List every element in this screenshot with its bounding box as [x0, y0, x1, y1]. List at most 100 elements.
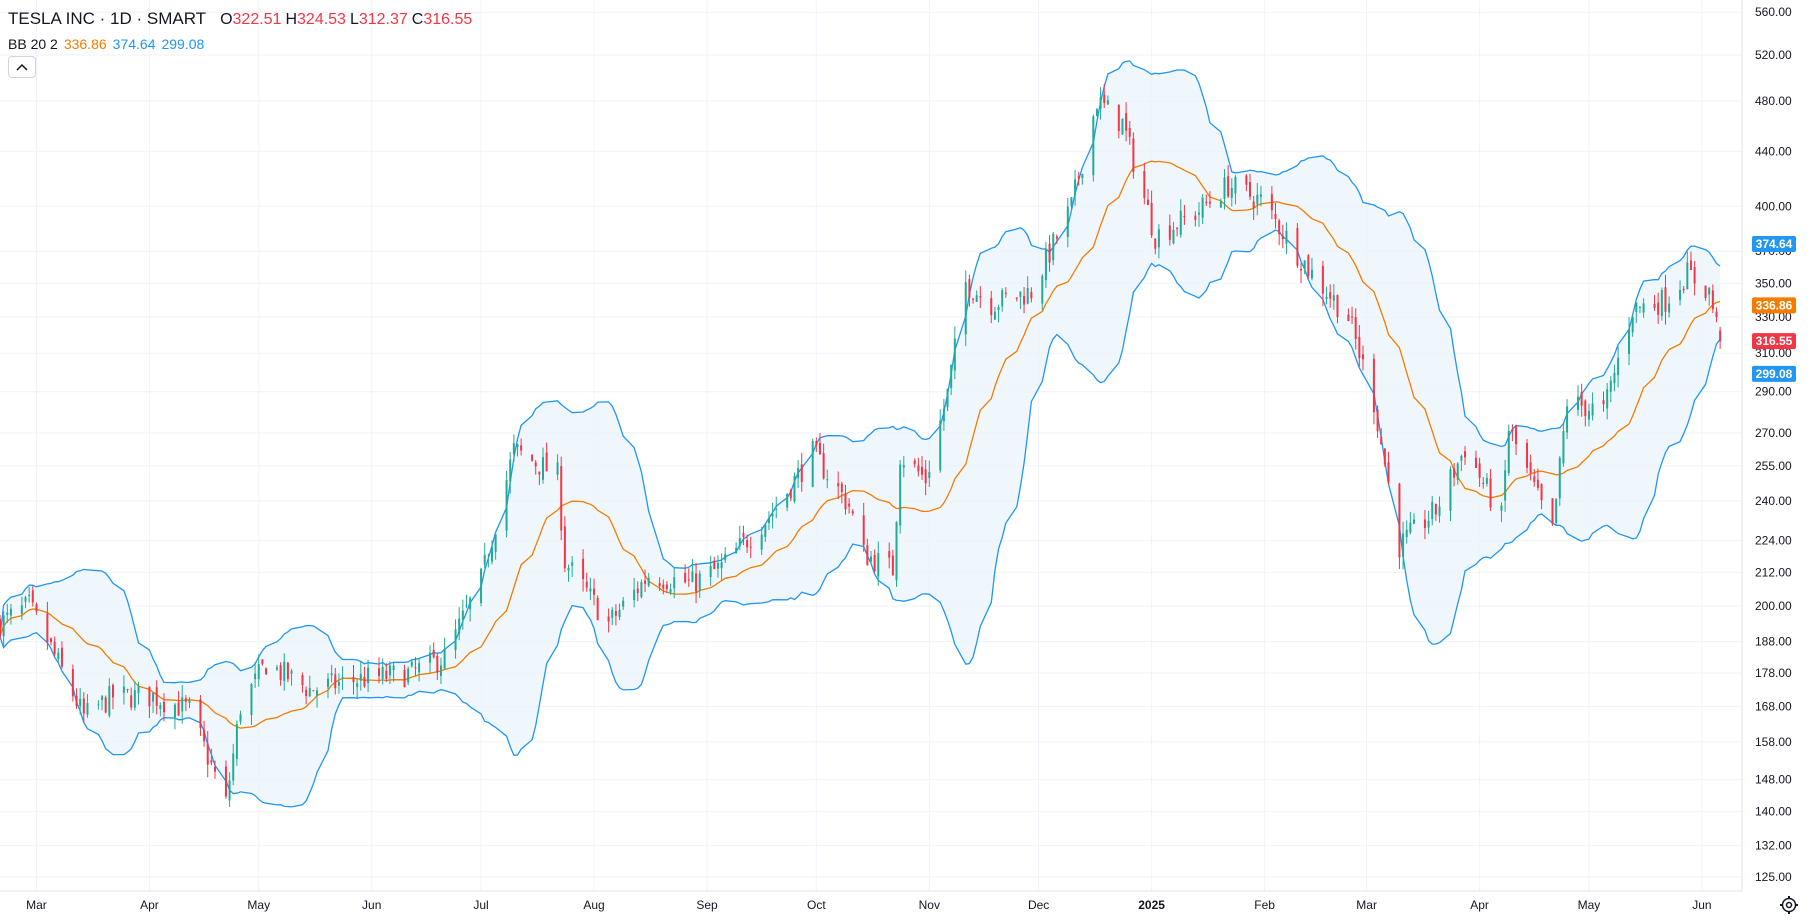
candle — [28, 586, 31, 603]
candle — [746, 534, 749, 553]
bb-upper-price-tag[interactable] — [1752, 236, 1796, 253]
candle — [862, 502, 865, 552]
candle — [563, 516, 566, 573]
candle — [159, 702, 162, 717]
candle — [1103, 84, 1106, 108]
candle — [607, 608, 610, 633]
candle — [1686, 251, 1689, 290]
candle — [1004, 287, 1007, 298]
candle — [942, 398, 945, 431]
time-axis[interactable] — [0, 891, 1813, 921]
last-close-price-tag[interactable] — [1752, 333, 1796, 350]
candle — [662, 579, 665, 595]
candle — [1219, 198, 1222, 209]
candle — [1048, 235, 1051, 272]
candle — [122, 675, 125, 705]
bb-basis-price-tag[interactable] — [1752, 297, 1796, 314]
gear-icon[interactable] — [1779, 895, 1799, 915]
candle — [1529, 454, 1532, 481]
bb-row[interactable]: BB 20 2 336.86 374.64 299.08 — [8, 33, 472, 55]
candle — [1183, 204, 1186, 225]
low-value: 312.37 — [358, 11, 408, 28]
candle — [177, 691, 180, 716]
candle — [60, 641, 63, 669]
bb-upper-price-text: 374.64 — [1756, 237, 1793, 251]
candle — [458, 607, 461, 641]
candle — [1587, 403, 1590, 427]
candle — [1525, 438, 1528, 474]
candle — [235, 720, 238, 766]
candle — [928, 460, 931, 488]
bb-lower-price-tag[interactable] — [1752, 365, 1796, 382]
candle — [1551, 498, 1554, 526]
candle — [968, 274, 971, 307]
low-key: L — [349, 11, 359, 28]
candle — [1664, 274, 1667, 325]
candle — [716, 555, 719, 578]
candle — [1402, 521, 1405, 570]
candle — [6, 603, 9, 624]
x-tick-label: Jun — [1692, 898, 1711, 912]
candle — [818, 433, 821, 455]
candle — [771, 502, 774, 529]
candle — [1092, 114, 1095, 182]
candle — [1296, 223, 1299, 269]
candle — [385, 663, 388, 682]
y-tick-label: 148.00 — [1755, 773, 1792, 787]
candle — [104, 695, 107, 714]
collapse-legend-button[interactable] — [8, 56, 36, 78]
candle — [126, 688, 129, 693]
candle — [1223, 169, 1226, 210]
candle — [505, 470, 508, 538]
y-tick-label: 290.00 — [1755, 385, 1792, 399]
candle — [826, 469, 829, 489]
candle — [1478, 457, 1481, 487]
candle — [665, 581, 668, 593]
candle — [24, 595, 27, 609]
price-axis[interactable] — [1742, 0, 1813, 921]
candle — [1507, 424, 1510, 476]
candle — [1431, 496, 1434, 526]
candle — [1095, 108, 1098, 117]
y-tick-label: 560.00 — [1755, 5, 1792, 19]
candle — [312, 690, 315, 692]
candle — [301, 672, 304, 693]
candle — [713, 556, 716, 570]
candle — [414, 657, 417, 676]
candle — [275, 664, 278, 672]
candle — [684, 564, 687, 584]
candle — [111, 683, 114, 710]
candle — [673, 567, 676, 599]
candle — [1679, 280, 1682, 306]
candle — [964, 270, 967, 347]
candle — [1278, 218, 1281, 246]
candle — [789, 488, 792, 502]
candle — [993, 306, 996, 321]
y-tick-label: 480.00 — [1755, 94, 1792, 108]
candle — [698, 570, 701, 598]
candle — [582, 549, 585, 592]
candle — [720, 553, 723, 581]
candle — [1482, 477, 1485, 489]
candle — [490, 540, 493, 565]
candle — [50, 637, 53, 646]
candle — [1642, 298, 1645, 318]
candle — [512, 434, 515, 462]
candle — [1351, 306, 1354, 325]
symbol-title[interactable]: TESLA INC · 1D · SMART — [8, 9, 207, 28]
candle — [1070, 197, 1073, 211]
candle — [1332, 284, 1335, 310]
candle — [1515, 424, 1518, 456]
candle — [494, 533, 497, 560]
candle — [724, 546, 727, 563]
candle — [786, 493, 789, 512]
candle — [1591, 392, 1594, 421]
x-tick-label: May — [1578, 898, 1601, 912]
candle — [1234, 175, 1237, 205]
candle — [1631, 315, 1634, 337]
candle — [866, 538, 869, 566]
candle — [687, 568, 690, 587]
candle — [869, 551, 873, 565]
